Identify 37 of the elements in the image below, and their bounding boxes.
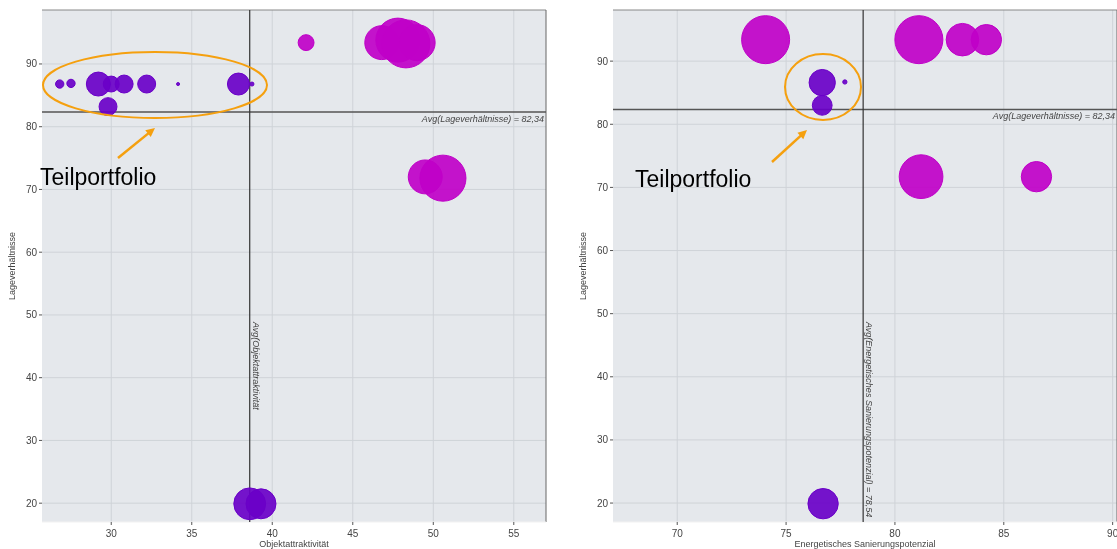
- x-tick-label: 30: [105, 528, 118, 539]
- ref-line-label: Avg(Objektattraktivität: [250, 321, 261, 411]
- y-tick-label: 60: [25, 246, 38, 258]
- y-axis-title: Lageverhältnisse: [578, 231, 588, 301]
- annotation: Teilportfolio: [635, 166, 752, 192]
- y-tick-label: 40: [25, 372, 38, 384]
- y-tick-label: 80: [25, 121, 38, 133]
- x-tick-label: 75: [780, 528, 793, 539]
- y-tick-label: 70: [596, 181, 609, 193]
- y-tick-label: 80: [596, 118, 609, 130]
- x-tick-label: 50: [427, 528, 440, 539]
- y-tick-label: 70: [25, 183, 38, 195]
- y-tick-label: 20: [596, 497, 609, 509]
- ref-line-label: Avg(Energetisches Sanierungspotenzial) = 78,54: [864, 321, 875, 518]
- x-tick-label: 45: [347, 528, 359, 539]
- ref-line-label: Avg(Lageverhältnisse) = 82,34: [991, 111, 1115, 122]
- y-axis-title: Lageverhältnisse: [7, 231, 17, 301]
- y-tick-label: 90: [596, 55, 609, 67]
- y-tick-label: 40: [596, 371, 609, 383]
- x-tick-label: 70: [671, 528, 684, 539]
- x-tick-label: 40: [266, 528, 279, 539]
- x-axis-title: Objektattraktivität: [259, 539, 330, 549]
- annotation: Teilportfolio: [40, 164, 157, 190]
- x-tick-label: 35: [186, 528, 198, 539]
- x-tick-label: 80: [889, 528, 901, 539]
- x-tick-label: 55: [508, 528, 520, 539]
- y-tick-label: 30: [25, 434, 38, 446]
- y-tick-label: 20: [25, 497, 38, 509]
- x-tick-label: 90: [1107, 528, 1117, 539]
- y-tick-label: 50: [25, 309, 38, 321]
- x-axis-title: Energetisches Sanierungspotenzial: [794, 539, 936, 549]
- x-tick-label: 85: [998, 528, 1010, 539]
- y-tick-label: 90: [25, 58, 38, 70]
- y-tick-label: 60: [596, 245, 609, 257]
- y-tick-label: 50: [596, 308, 609, 320]
- y-tick-label: 30: [596, 434, 609, 446]
- ref-line-label: Avg(Lageverhältnisse) = 82,34: [420, 114, 544, 125]
